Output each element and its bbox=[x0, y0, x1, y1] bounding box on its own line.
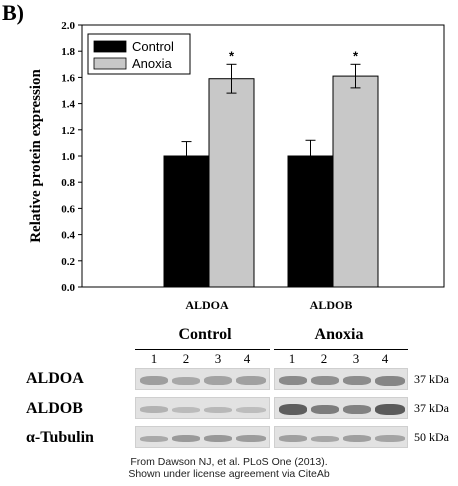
significance-marks: * * bbox=[229, 48, 359, 63]
blot-image-aldoa-control bbox=[135, 368, 270, 390]
bars bbox=[163, 75, 379, 288]
blot-row-label-aldoa: ALDOA bbox=[26, 370, 84, 387]
y-tick-label: 0.4 bbox=[61, 230, 75, 242]
lane-number: 2 bbox=[320, 351, 328, 366]
significance-star: * bbox=[353, 48, 359, 63]
lane-number: 1 bbox=[150, 351, 158, 366]
lane-number: 4 bbox=[381, 351, 389, 366]
legend-swatch-control bbox=[93, 40, 127, 53]
bar-aldoa-control bbox=[163, 155, 210, 288]
y-tick-label: 2.0 bbox=[61, 20, 75, 32]
group-underline-anoxia bbox=[274, 349, 408, 350]
category-label: ALDOA bbox=[185, 298, 229, 312]
bar-chart: 0.00.20.40.60.81.01.21.41.61.82.0 * * ALD… bbox=[28, 20, 445, 312]
lane-number: 3 bbox=[214, 351, 222, 366]
blot-image-tubulin-control bbox=[135, 426, 270, 448]
blot-image-tubulin-anoxia bbox=[274, 426, 408, 448]
lane-number: 4 bbox=[243, 351, 251, 366]
blot-image-aldob-anoxia bbox=[274, 397, 408, 419]
y-tick-label: 0.8 bbox=[61, 177, 75, 189]
blot-image-aldoa-anoxia bbox=[274, 368, 408, 390]
y-tick-label: 0.0 bbox=[61, 282, 75, 294]
panel-label: B) bbox=[2, 0, 24, 25]
y-tick-label: 1.8 bbox=[61, 46, 75, 58]
image-credit: From Dawson NJ, et al. PLoS One (2013). … bbox=[0, 456, 458, 480]
legend-label-control: Control bbox=[132, 39, 174, 54]
blot-size-aldoa: 37 kDa bbox=[414, 372, 449, 386]
y-axis-label: Relative protein expression bbox=[28, 69, 44, 243]
y-tick-label: 1.4 bbox=[61, 99, 75, 111]
error-bars bbox=[181, 63, 361, 173]
legend-label-anoxia: Anoxia bbox=[132, 56, 173, 71]
blot-row-label-tubulin: α-Tubulin bbox=[26, 429, 94, 446]
credit-line-1: From Dawson NJ, et al. PLoS One (2013). bbox=[130, 456, 328, 468]
y-tick-label: 0.2 bbox=[61, 256, 75, 268]
bar-aldob-control bbox=[287, 155, 334, 288]
group-underline-control bbox=[135, 349, 270, 350]
blot-group-control: Control bbox=[178, 326, 232, 343]
blot-size-tubulin: 50 kDa bbox=[414, 430, 449, 444]
lane-number: 2 bbox=[182, 351, 190, 366]
bar-aldoa-anoxia bbox=[208, 78, 255, 288]
lane-number: 1 bbox=[288, 351, 296, 366]
legend-swatch-anoxia bbox=[93, 57, 127, 70]
blot-image-aldob-control bbox=[135, 397, 270, 419]
lane-number: 3 bbox=[352, 351, 360, 366]
y-tick-label: 1.0 bbox=[61, 151, 75, 163]
y-axis-ticks: 0.0 0.2 0.4 0.6 0.8 1.0 1.2 1.4 1.6 1.8 2.0 bbox=[61, 20, 82, 294]
category-label: ALDOB bbox=[310, 298, 353, 312]
credit-line-2: Shown under license agreement via CiteAb bbox=[128, 468, 330, 480]
plot-frame bbox=[81, 24, 445, 288]
y-tick-label: 1.2 bbox=[61, 125, 75, 137]
legend: Control Anoxia bbox=[87, 33, 191, 75]
y-tick-label: 0.6 bbox=[61, 203, 75, 215]
western-blot-panel: Control Anoxia 1 2 3 4 1 2 3 4 ALDOA ALD… bbox=[0, 320, 458, 456]
blot-size-aldob: 37 kDa bbox=[414, 401, 449, 415]
category-labels: ALDOA ALDOB bbox=[185, 298, 352, 312]
blot-group-anoxia: Anoxia bbox=[314, 326, 364, 343]
y-tick-label: 1.6 bbox=[61, 72, 75, 84]
significance-star: * bbox=[229, 48, 235, 63]
bar-aldob-anoxia bbox=[332, 75, 379, 288]
blot-row-label-aldob: ALDOB bbox=[26, 400, 83, 417]
